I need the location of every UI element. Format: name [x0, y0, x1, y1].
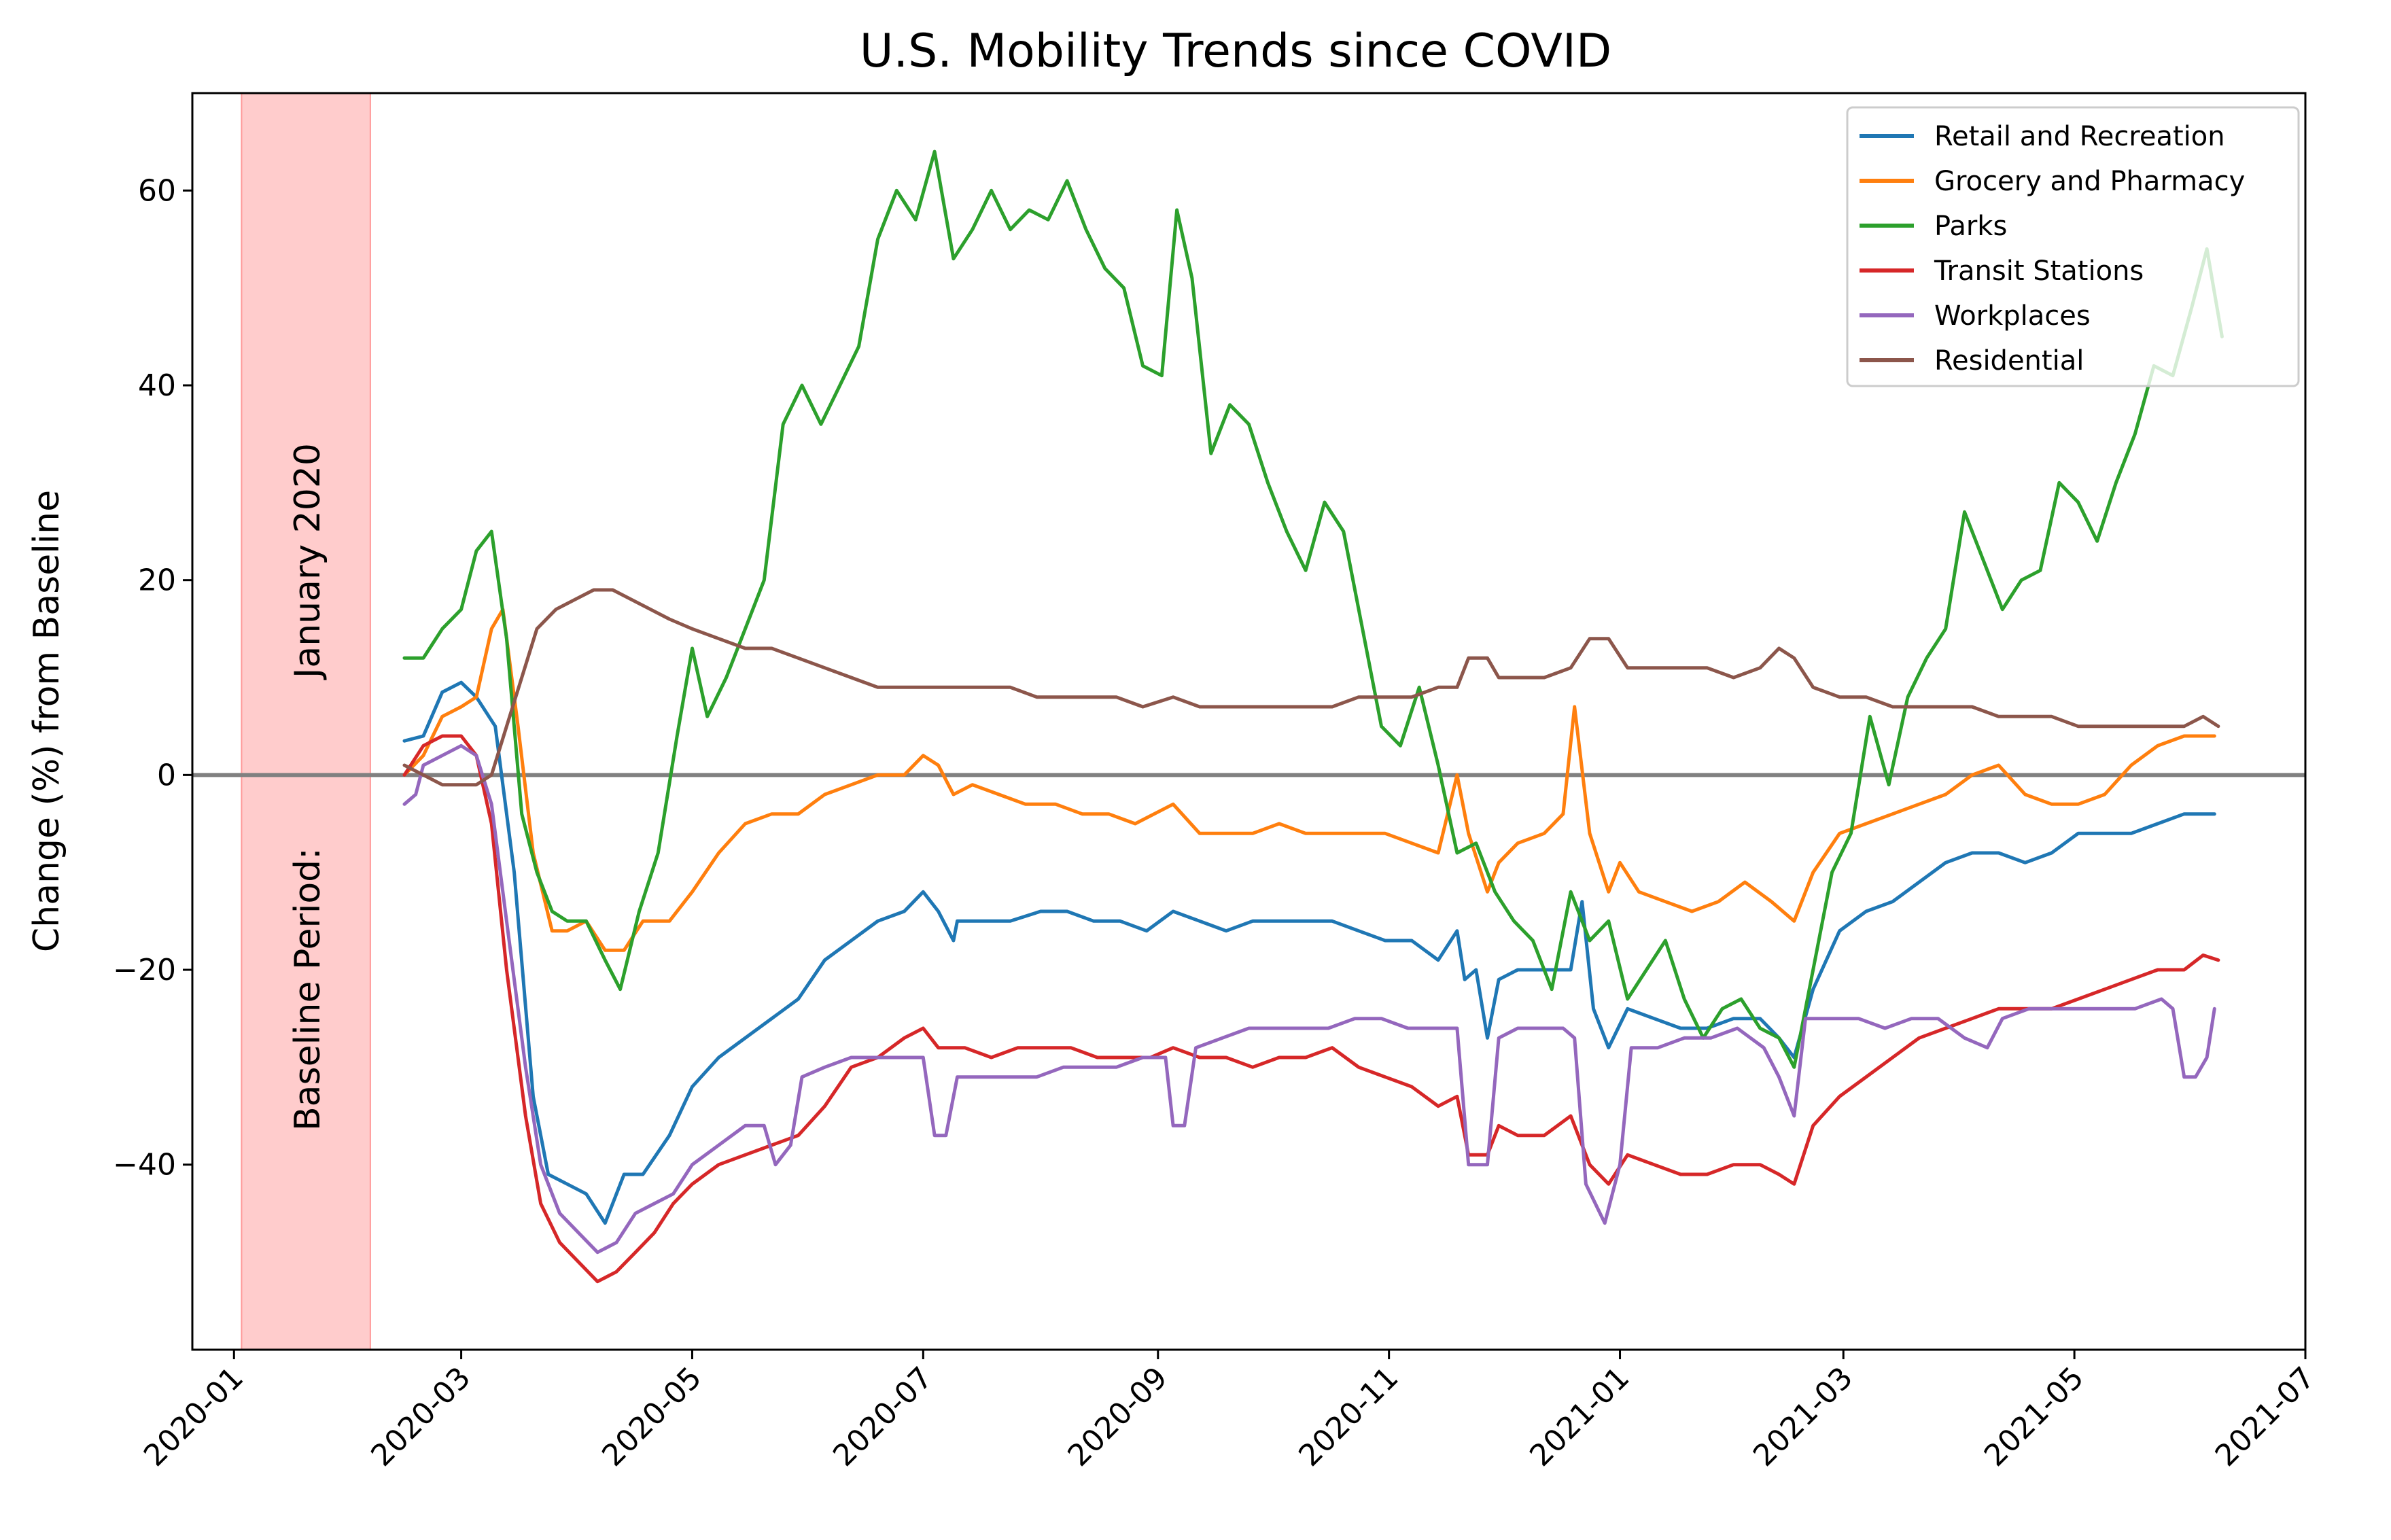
- legend-label: Retail and Recreation: [1934, 121, 2225, 152]
- y-tick-label: 20: [138, 563, 176, 598]
- y-tick-label: 60: [138, 173, 176, 208]
- y-tick-label: 0: [157, 758, 176, 792]
- legend-label: Residential: [1934, 345, 2084, 377]
- legend-box: [1846, 106, 2300, 387]
- legend-label: Grocery and Pharmacy: [1934, 166, 2245, 197]
- baseline-band-label-line1: Baseline Period:: [287, 847, 328, 1131]
- y-axis-title: Change (%) from Baseline: [27, 490, 67, 952]
- plot-frame: [191, 92, 2307, 1351]
- series-line-residential: [402, 588, 2220, 787]
- y-tick-label: −40: [113, 1148, 176, 1183]
- series-line-transit-stations: [402, 734, 2220, 1284]
- legend-label: Parks: [1934, 211, 2007, 242]
- series-line-grocery-and-pharmacy: [402, 608, 2216, 952]
- legend: Retail and Recreation Grocery and Pharmac…: [1846, 106, 2300, 387]
- y-tick-label: 40: [138, 368, 176, 403]
- baseline-period-band: [241, 92, 371, 1350]
- series-line-parks: [402, 150, 2224, 1069]
- y-tick-label: −20: [113, 953, 176, 987]
- chart-title: U.S. Mobility Trends since COVID: [860, 24, 1612, 78]
- legend-label: Workplaces: [1934, 300, 2091, 332]
- series-line-retail-and-recreation: [402, 680, 2216, 1225]
- baseline-band-label-line2: January 2020: [287, 443, 328, 680]
- legend-label: Transit Stations: [1934, 256, 2144, 287]
- series-line-workplaces: [402, 743, 2216, 1255]
